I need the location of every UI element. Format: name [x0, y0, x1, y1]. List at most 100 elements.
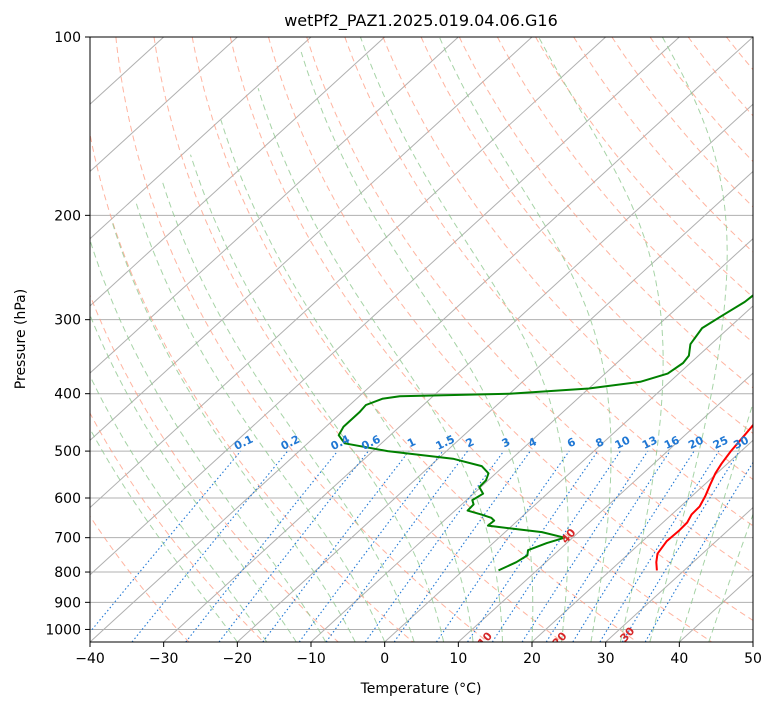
dry-adiabat-line — [535, 37, 753, 298]
isotherm-line — [531, 439, 753, 642]
mixing-ratio-line — [90, 450, 242, 633]
y-tick-label: 400 — [54, 387, 81, 403]
x-tick-label: 50 — [744, 651, 762, 667]
y-tick-label: 600 — [54, 491, 81, 507]
mixing-ratio-label: 25 — [711, 434, 730, 452]
moist-adiabat-line — [359, 37, 569, 642]
mixing-ratio-lines — [90, 450, 753, 642]
y-tick-label: 900 — [54, 595, 81, 611]
dry-adiabat-line — [420, 37, 753, 435]
dry-adiabat-line — [90, 293, 339, 642]
y-axis-label: Pressure (hPa) — [13, 289, 29, 389]
moist-adiabat-line — [111, 222, 356, 642]
isotherm-line — [90, 37, 753, 642]
dry-adiabat-line — [153, 37, 563, 642]
mixing-ratio-line — [131, 450, 289, 642]
isotherm-line — [384, 305, 753, 642]
temperature-profile-line — [655, 423, 753, 571]
dry-adiabat-line — [229, 37, 712, 642]
dry-adiabat-line — [90, 412, 264, 642]
dry-adiabat-line — [382, 37, 753, 481]
y-tick-label: 1000 — [45, 622, 81, 638]
y-axis-ticks: 100 200 300 400 500 600 700 800 900 1000 — [45, 30, 90, 638]
y-tick-label: 100 — [54, 30, 81, 46]
x-tick-label: −30 — [149, 651, 179, 667]
moist-adiabat-line — [300, 51, 534, 642]
dewpoint-profile-line — [337, 294, 753, 572]
isotherm-lines — [90, 37, 753, 642]
x-tick-label: 30 — [597, 651, 615, 667]
isotherm-line — [90, 37, 238, 173]
mixing-ratio-line — [298, 450, 444, 642]
x-tick-label: −10 — [296, 651, 326, 667]
moist-adiabat-line — [708, 512, 753, 642]
moist-adiabat-line — [438, 37, 612, 642]
dry-adiabat-line — [344, 37, 753, 527]
moist-adiabat-line — [678, 401, 753, 642]
dry-adiabat-line — [573, 37, 753, 253]
dry-adiabat-lines — [90, 37, 753, 642]
isotherm-line — [90, 37, 680, 576]
moist-adiabat-line — [90, 427, 238, 642]
mixing-ratio-line — [325, 450, 468, 642]
moist-adiabat-line — [190, 154, 445, 642]
mixing-ratio-line — [393, 450, 531, 642]
y-tick-label: 700 — [54, 531, 81, 547]
y-tick-label: 500 — [54, 444, 81, 460]
dry-adiabat-line — [268, 37, 753, 622]
y-tick-label: 800 — [54, 565, 81, 581]
isotherm-line — [457, 372, 753, 642]
plot-area: 0.10.20.40.611.52346810131620253036-100-… — [90, 37, 753, 642]
x-tick-label: −40 — [75, 651, 105, 667]
y-tick-label: 200 — [54, 208, 81, 224]
moist-adiabat-line — [90, 374, 268, 642]
mixing-ratio-label: 20 — [686, 433, 706, 452]
mixing-ratio-label: 16 — [662, 433, 682, 452]
x-tick-label: −20 — [223, 651, 253, 667]
dry-adiabat-line — [90, 131, 414, 642]
x-axis-ticks: −40 −30 −20 −10 0 10 20 30 40 50 — [75, 642, 762, 667]
mixing-ratio-line — [521, 450, 649, 642]
isotherm-line — [236, 170, 753, 642]
mixing-ratio-label: 13 — [640, 434, 659, 452]
isotherm-line — [310, 237, 753, 642]
isotherm-line — [90, 37, 533, 442]
chart-title: wetPf2_PAZ1.2025.019.04.06.G16 — [284, 11, 558, 31]
x-tick-label: 40 — [670, 651, 688, 667]
mixing-ratio-line — [491, 450, 621, 642]
moist-adiabat-line — [649, 37, 728, 642]
moist-adiabat-line — [90, 242, 327, 642]
mixing-ratio-label: 30 — [731, 433, 751, 452]
mixing-ratio-line — [185, 450, 339, 642]
mixing-ratio-label: 10 — [613, 433, 633, 452]
y-tick-label: 300 — [54, 313, 81, 329]
pressure-gridlines — [90, 37, 753, 630]
x-axis-label: Temperature (°C) — [360, 681, 482, 697]
isotherm-line — [90, 37, 459, 374]
mixing-ratio-line — [364, 450, 505, 642]
x-tick-label: 10 — [449, 651, 467, 667]
x-tick-label: 0 — [380, 651, 389, 667]
mixing-ratio-line — [545, 450, 671, 642]
isotherm-line — [605, 506, 753, 642]
isotherm-line — [163, 103, 753, 642]
x-tick-label: 20 — [523, 651, 541, 667]
moist-adiabat-line — [538, 37, 664, 642]
dry-adiabat-line — [115, 37, 488, 642]
mixing-ratio-line — [621, 450, 740, 642]
isotherm-line — [90, 37, 607, 509]
dry-adiabat-line — [191, 37, 638, 642]
isotherm-line — [90, 37, 312, 240]
dry-adiabat-line — [306, 37, 753, 574]
moist-adiabat-line — [90, 313, 297, 642]
moist-adiabat-line — [161, 179, 415, 642]
plot-frame — [89, 36, 754, 643]
mixing-ratio-line — [467, 450, 599, 642]
mixing-ratio-line — [572, 450, 695, 642]
moist-adiabat-lines — [90, 37, 753, 642]
moist-adiabat-line — [220, 119, 474, 642]
mixing-ratio-line — [435, 450, 570, 642]
isotherm-line — [90, 37, 386, 307]
